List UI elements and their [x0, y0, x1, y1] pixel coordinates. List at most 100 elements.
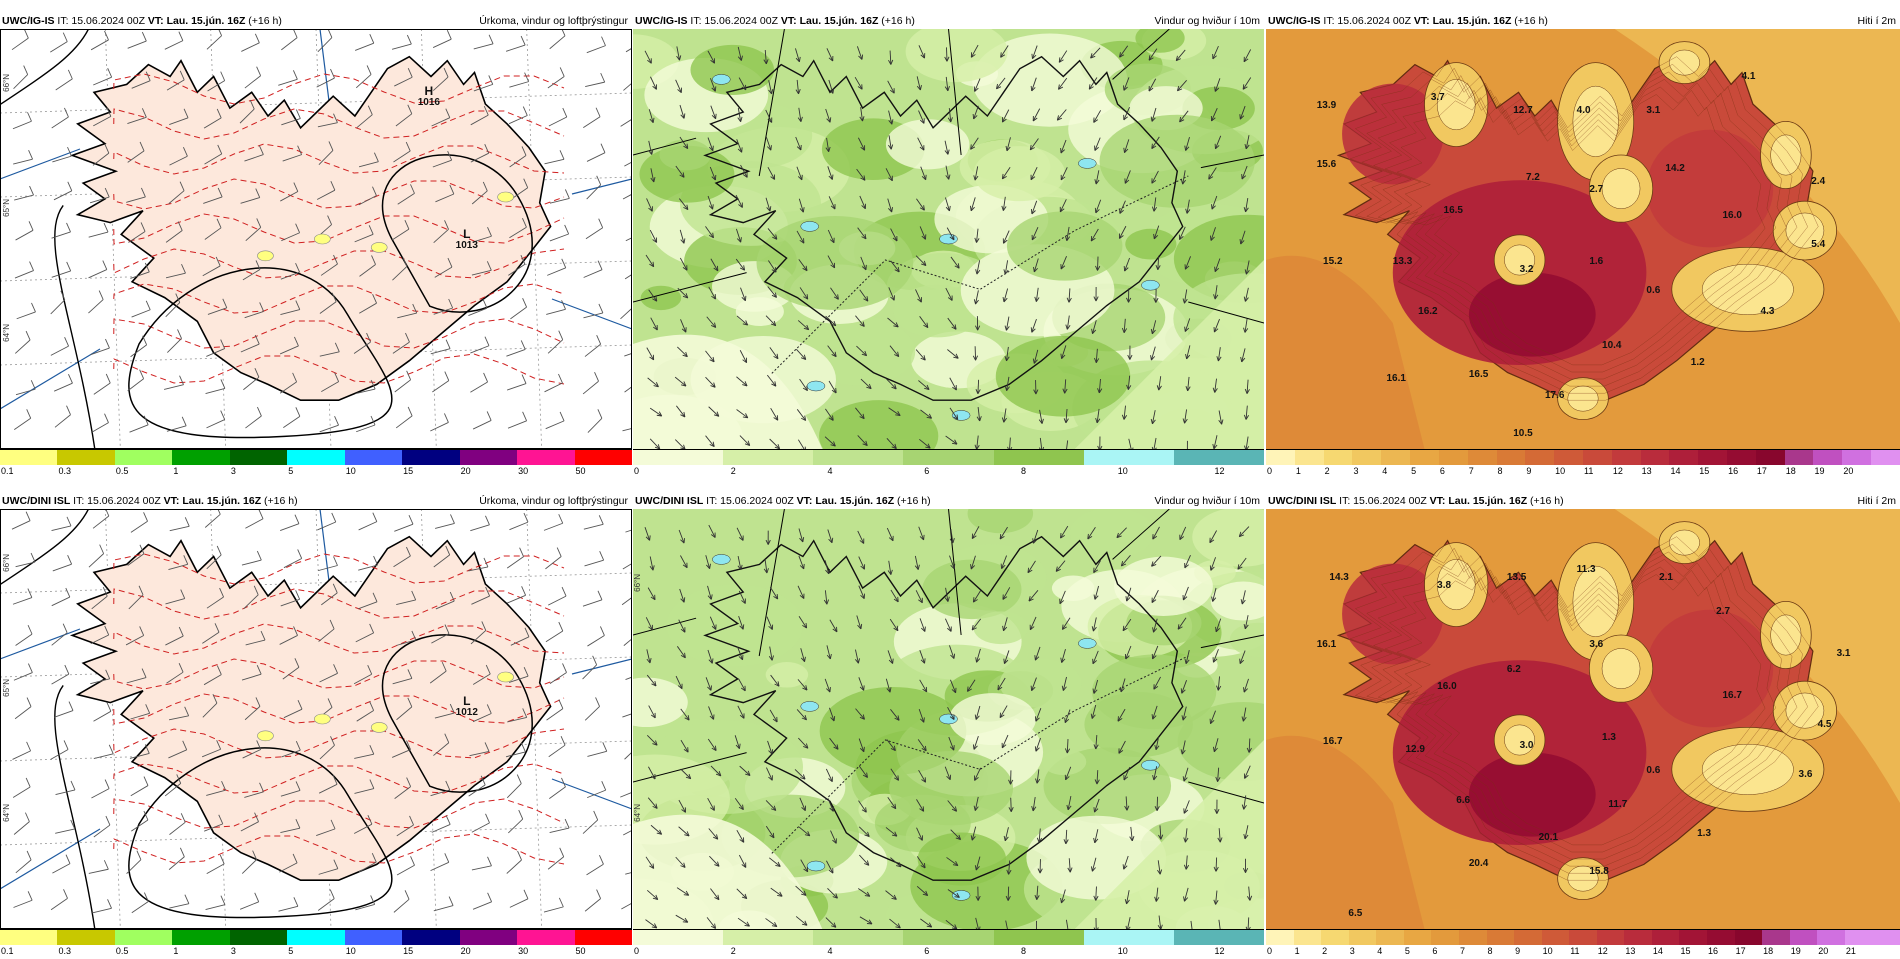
colorbar-tick-label: 10	[1118, 946, 1128, 956]
colorbar-swatch	[57, 450, 114, 465]
map-svg	[0, 29, 632, 449]
colorbar-tick-label: 19	[1815, 466, 1825, 476]
colorbar-tick-label: 8	[1488, 946, 1493, 956]
colorbar-swatch	[1597, 930, 1625, 945]
pressure-value: 1016	[418, 97, 440, 108]
colorbar-swatch	[460, 930, 517, 945]
map-panel-temp-2: UWC/DINI ISL IT: 15.06.2024 00Z VT: Lau.…	[1266, 494, 1900, 959]
latitude-label: 65°N	[2, 679, 11, 697]
temp-value-label: 3.6	[1799, 769, 1813, 780]
colorbar-tick-label: 4	[1377, 946, 1382, 956]
colorbar-tick-label: 6	[924, 946, 929, 956]
colorbar-swatch	[1845, 930, 1873, 945]
colorbar	[633, 929, 1264, 945]
colorbar-tick-label: 18	[1763, 946, 1773, 956]
temp-value-label: 3.6	[1589, 639, 1603, 650]
temp-value-label: 14.3	[1329, 572, 1348, 583]
colorbar-tick-label: 8	[1021, 466, 1026, 476]
colorbar-swatch	[1294, 930, 1322, 945]
colorbar-tick-label: 12	[1613, 466, 1623, 476]
colorbar-swatch	[903, 930, 993, 945]
temp-value-label: 7.2	[1526, 172, 1540, 183]
colorbar-swatch	[1404, 930, 1432, 945]
colorbar-tick-label: 30	[518, 466, 528, 476]
colorbar-swatch	[517, 930, 574, 945]
colorbar-tick-label: 0	[634, 466, 639, 476]
colorbar-tick-label: 10	[346, 466, 356, 476]
temp-value-label: 10.4	[1602, 340, 1621, 351]
temp-value-label: 17.6	[1545, 390, 1564, 401]
colorbar-tick-label: 12	[1215, 466, 1225, 476]
colorbar-swatch	[115, 450, 172, 465]
init-time: IT: 15.06.2024 00Z	[57, 15, 145, 27]
temp-value-label: 6.5	[1348, 908, 1362, 919]
colorbar-swatch	[1813, 450, 1842, 465]
colorbar-tick-label: 20	[1818, 946, 1828, 956]
colorbar-swatch	[723, 930, 813, 945]
temp-value-label: 3.0	[1520, 740, 1534, 751]
colorbar-swatch	[402, 450, 459, 465]
colorbar-swatch	[1431, 930, 1459, 945]
colorbar-swatch	[1324, 450, 1353, 465]
temp-value-label: 12.7	[1513, 105, 1532, 116]
colorbar-tick-label: 3	[231, 466, 236, 476]
colorbar-swatch	[1352, 450, 1381, 465]
colorbar-swatch	[1295, 450, 1324, 465]
colorbar-swatch	[1084, 930, 1174, 945]
temp-value-label: 0.6	[1646, 285, 1660, 296]
panel-title: Vindur og hviður í 10m	[1155, 494, 1260, 508]
colorbar-swatch	[402, 930, 459, 945]
temp-value-label: 4.1	[1742, 71, 1756, 82]
colorbar-tick-label: 12	[1215, 946, 1225, 956]
colorbar-tick-label: 6	[1432, 946, 1437, 956]
colorbar	[0, 929, 632, 945]
pressure-value: 1012	[456, 707, 478, 718]
colorbar-swatch	[1569, 930, 1597, 945]
colorbar-swatch	[1174, 450, 1264, 465]
temp-value-label: 16.5	[1469, 369, 1488, 380]
lead-time: (+16 h)	[897, 495, 931, 507]
latitude-label: 66°N	[2, 554, 11, 572]
temp-value-label: 20.1	[1539, 832, 1558, 843]
latitude-label: 64°N	[2, 804, 11, 822]
colorbar-swatch	[287, 930, 344, 945]
colorbar-swatch	[575, 930, 632, 945]
temp-value-label: 15.6	[1317, 159, 1336, 170]
colorbar-swatch	[230, 450, 287, 465]
lead-time: (+16 h)	[1514, 15, 1548, 27]
colorbar-tick-label: 9	[1526, 466, 1531, 476]
colorbar-swatch	[1652, 930, 1680, 945]
colorbar	[1266, 929, 1900, 945]
colorbar-tick-label: 11	[1584, 466, 1593, 476]
colorbar-tick-label: 17	[1757, 466, 1767, 476]
colorbar-tick-label: 10	[1118, 466, 1128, 476]
colorbar-swatch	[1468, 450, 1497, 465]
colorbar-swatch	[1084, 450, 1174, 465]
colorbar-tick-label: 50	[576, 946, 586, 956]
lead-time: (+16 h)	[881, 15, 915, 27]
colorbar-tick-label: 8	[1498, 466, 1503, 476]
panel-title: Hiti í 2m	[1857, 494, 1896, 508]
colorbar-swatch	[57, 930, 114, 945]
map-panel-wind-1: UWC/IG-IS IT: 15.06.2024 00Z VT: Lau. 15…	[633, 14, 1264, 479]
colorbar-swatch	[1871, 450, 1900, 465]
colorbar-tick-label: 50	[576, 466, 586, 476]
latitude-label: 65°N	[2, 199, 11, 217]
panel-header: UWC/IG-IS IT: 15.06.2024 00Z VT: Lau. 15…	[635, 14, 1260, 28]
colorbar-swatch	[903, 450, 993, 465]
colorbar-tick-label: 5	[1411, 466, 1416, 476]
colorbar-tick-label: 0	[1267, 946, 1272, 956]
colorbar-tick-label: 0.1	[1, 466, 14, 476]
colorbar-tick-label: 14	[1653, 946, 1663, 956]
model-name: UWC/IG-IS	[2, 15, 55, 27]
colorbar-swatch	[575, 450, 632, 465]
colorbar-swatch	[1439, 450, 1468, 465]
temp-value-label: 16.7	[1323, 736, 1342, 747]
colorbar-tick-label: 5	[1405, 946, 1410, 956]
colorbar-tick-label: 15	[1699, 466, 1709, 476]
colorbar-tick-label: 9	[1515, 946, 1520, 956]
colorbar-tick-label: 16	[1728, 466, 1738, 476]
